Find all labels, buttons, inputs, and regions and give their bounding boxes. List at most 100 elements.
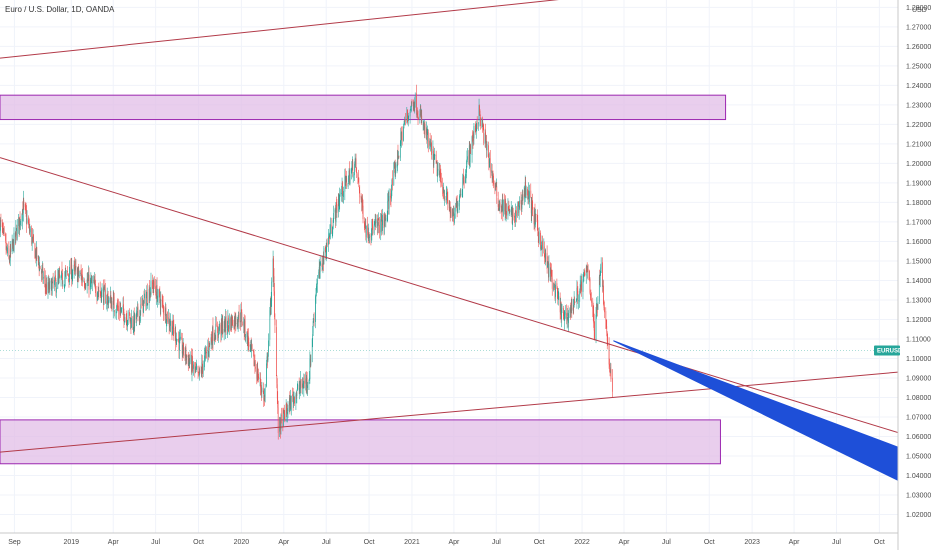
candle-body [541,246,542,251]
candle-body [609,368,611,372]
candle-body [124,317,126,323]
candle-body [45,286,47,289]
candle-body [55,275,56,281]
candle-body [221,319,223,326]
price-tick-label: 1.11000 [906,336,931,343]
candle-body [123,304,124,313]
candle-body [11,240,13,252]
candle-body [54,280,55,285]
candle-body [2,228,4,230]
candle-body [440,176,442,180]
candle-body [0,219,2,222]
candle-body [282,410,284,427]
candle-body [136,310,138,313]
candle-body [166,314,168,323]
candle-body [31,227,33,244]
candle-body [189,362,191,365]
candle-body [473,139,474,141]
candle-body [423,122,425,130]
candle-body [42,267,44,280]
candle-body [447,199,449,205]
candle-body [518,201,520,214]
candle-body [334,209,336,213]
candle-body [427,132,429,134]
candle-body [313,319,315,321]
candle-body [563,317,565,321]
candle-body [599,275,601,281]
candle-body [77,268,79,272]
candle-body [406,112,408,121]
candle-body [172,321,174,330]
candle-body [277,399,279,408]
candle-body [192,366,194,370]
candle-body [107,297,109,306]
candle-body [162,301,163,303]
candle-body [131,317,132,328]
candle-body [81,276,83,282]
candle-body [463,180,465,184]
candle-body [576,299,577,301]
candle-body [351,169,352,174]
candle-body [390,196,391,198]
candle-body [18,217,19,227]
candle-body [488,158,490,163]
candle-body [338,200,340,206]
candle-body [140,304,142,316]
candle-body [568,313,569,324]
price-tick-label: 1.20000 [906,161,931,168]
candle-body [202,365,204,373]
candle-body [271,281,273,302]
candle-body [414,103,416,109]
candle-body [23,199,25,204]
candle-body [370,235,372,237]
candle-body [481,118,483,126]
candle-body [544,256,546,259]
candle-body [442,184,444,195]
price-tick-label: 1.22000 [906,122,931,129]
candle-body [65,270,67,273]
candle-body [153,281,155,287]
candle-body [433,154,435,165]
candle-body [119,309,121,315]
price-axis-background[interactable] [898,0,932,533]
candle-body [352,174,354,179]
candle-body [42,267,43,268]
candle-body [227,317,229,324]
candle-body [495,185,497,187]
candle-body [505,211,507,215]
candle-body [322,268,323,269]
candle-body [461,190,463,195]
price-tick-label: 1.07000 [906,414,931,421]
candle-body [515,210,517,217]
time-tick-label: 2019 [64,539,80,546]
candle-body [351,162,353,168]
candle-body [262,388,264,393]
time-tick-label: Oct [874,539,885,546]
candle-body [112,298,114,313]
candle-body [542,241,543,250]
candle-body [600,267,602,272]
candle-body [241,312,243,323]
candle-body [504,202,506,213]
candle-body [592,309,594,314]
ascending-support-line [0,371,899,453]
candle-body [142,298,143,306]
candle-body [130,319,132,328]
time-axis-background[interactable] [0,533,932,550]
candle-body [452,210,454,214]
candle-body [483,127,485,144]
candle-body [566,316,568,321]
candle-body [572,307,574,311]
candle-body [387,200,389,215]
candle-body [158,290,160,298]
candle-body [175,330,177,343]
candle-body [195,367,197,368]
candle-body [596,303,597,317]
candle-body [325,250,327,258]
candle-body [224,318,225,328]
candle-body [553,283,554,290]
candle-body [113,296,115,309]
candle-body [22,199,24,214]
candle-body [71,264,73,280]
